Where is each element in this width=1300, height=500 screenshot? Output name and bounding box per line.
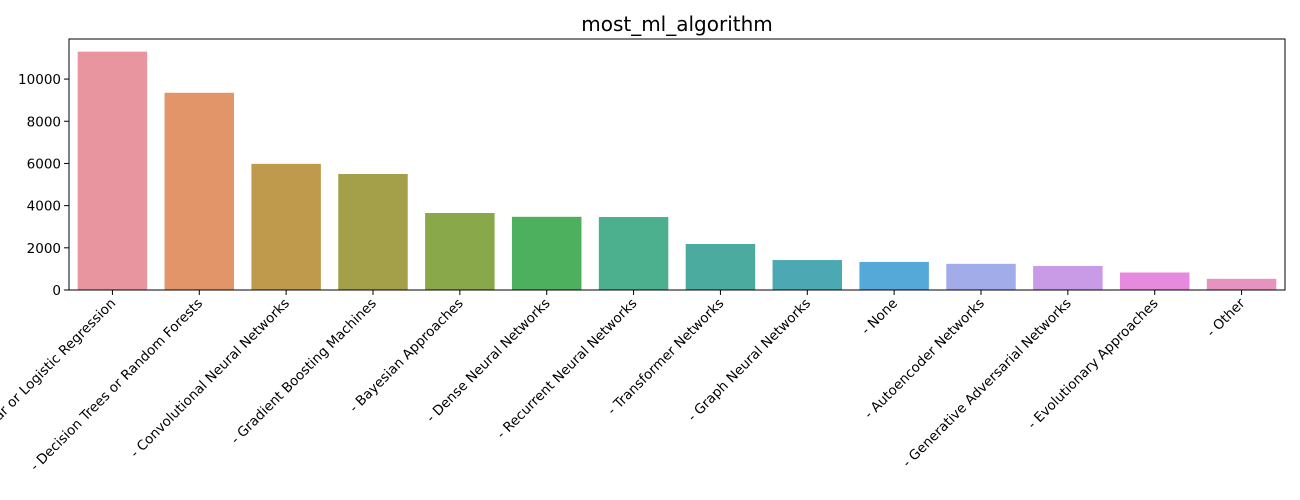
x-tick-label: - Convolutional Neural Networks — [127, 296, 293, 462]
y-tick-label: 6000 — [27, 156, 61, 172]
bar-4 — [425, 213, 495, 290]
bar-12 — [1119, 272, 1190, 290]
bar-8 — [772, 260, 843, 290]
bar-13 — [1206, 278, 1277, 290]
x-tick-label: - Linear or Logistic Regression — [0, 296, 119, 451]
x-tick-label: - None — [858, 296, 901, 339]
bar-11 — [1033, 265, 1103, 290]
x-tick-label: - Gradient Boosting Machines — [228, 296, 380, 448]
bar-5 — [511, 216, 582, 290]
bar-2 — [251, 163, 321, 290]
y-tick-label: 2000 — [27, 241, 61, 257]
bar-0 — [77, 51, 148, 291]
plot-frame — [68, 38, 1286, 291]
bar-6 — [598, 217, 669, 290]
x-tick-label: - Other — [1203, 295, 1248, 340]
y-tick-label: 0 — [52, 283, 61, 299]
y-tick-label: 4000 — [27, 199, 61, 215]
bar-9 — [859, 261, 929, 290]
x-tick-label: - Generative Adversarial Networks — [899, 296, 1074, 471]
bar-10 — [946, 263, 1016, 290]
x-tick-label: - Recurrent Neural Networks — [494, 296, 641, 443]
y-tick-label: 10000 — [18, 72, 61, 88]
y-tick-label: 8000 — [27, 114, 61, 130]
bar-1 — [164, 92, 235, 291]
x-tick-label: - Decision Trees or Random Forests — [27, 296, 206, 475]
chart-title: most_ml_algorithm — [581, 12, 773, 36]
bar-7 — [685, 244, 756, 290]
bar-3 — [338, 173, 408, 290]
